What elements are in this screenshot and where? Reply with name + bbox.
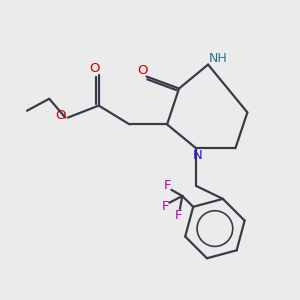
Text: O: O xyxy=(89,62,100,75)
Text: NH: NH xyxy=(209,52,228,65)
Text: F: F xyxy=(161,200,169,213)
Text: O: O xyxy=(137,64,148,77)
Text: F: F xyxy=(164,178,172,191)
Text: F: F xyxy=(175,209,183,222)
Text: N: N xyxy=(193,149,203,162)
Text: O: O xyxy=(55,109,66,122)
